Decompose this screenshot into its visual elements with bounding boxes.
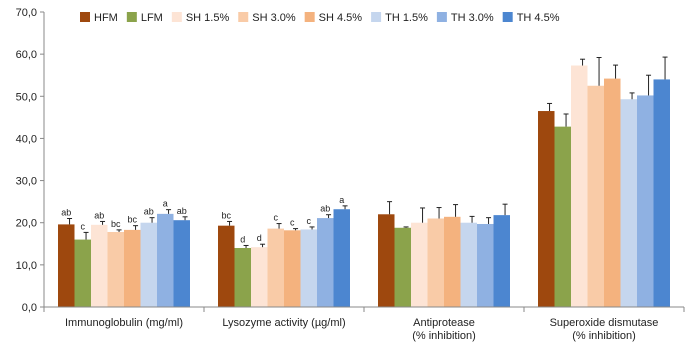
bar (234, 248, 251, 307)
legend-label: TH 4.5% (517, 12, 560, 24)
legend-label: LFM (141, 12, 163, 24)
y-tick-label: 30,0 (16, 176, 37, 188)
bar (157, 213, 174, 307)
y-tick-label: 70,0 (16, 7, 37, 19)
significance-label: ab (94, 210, 104, 220)
bar (620, 99, 637, 307)
bar (140, 222, 157, 307)
bar (477, 223, 494, 307)
bar (218, 225, 235, 307)
bar (378, 214, 395, 307)
y-tick-label: 60,0 (16, 49, 37, 61)
significance-label: d (240, 234, 245, 244)
bar (571, 65, 588, 308)
legend-label: HFM (94, 12, 118, 24)
significance-label: a (339, 195, 344, 205)
legend-item: LFM (126, 12, 163, 24)
legend-item: SH 1.5% (171, 12, 230, 24)
legend-item: HFM (80, 12, 118, 24)
y-tick-label: 20,0 (16, 218, 37, 230)
bar (251, 247, 268, 307)
legend-swatch (238, 12, 249, 22)
significance-label: d (257, 233, 262, 243)
legend-swatch (171, 12, 182, 22)
legend-swatch (371, 12, 382, 22)
significance-label: a (163, 199, 168, 209)
bar-group (538, 56, 670, 308)
bar (427, 218, 444, 307)
significance-label: bc (111, 219, 121, 229)
bar (538, 111, 555, 308)
legend-swatch (502, 12, 513, 22)
y-tick-label: 50,0 (16, 91, 37, 103)
bar (460, 222, 477, 307)
y-tick-label: 10,0 (16, 260, 37, 272)
bar (637, 95, 654, 307)
bar (91, 224, 108, 307)
bar-group (378, 201, 510, 307)
significance-label: ab (144, 207, 154, 217)
category-label: Lysozyme activity (µg/ml) (222, 317, 345, 329)
y-axis: 0,0 10,0 20,0 30,0 40,0 50,0 60,0 70,0 (16, 7, 45, 314)
significance-label: c (307, 216, 312, 226)
bar (444, 216, 461, 307)
legend-label: SH 3.0% (252, 12, 296, 24)
bar (74, 239, 91, 307)
bar (333, 209, 350, 307)
bar (107, 231, 124, 307)
significance-label: ab (177, 206, 187, 216)
legend-swatch (436, 12, 447, 22)
bar (394, 227, 411, 307)
bar (317, 218, 334, 307)
significance-label: c (81, 221, 86, 231)
bar (58, 224, 75, 307)
significance-label: c (290, 218, 295, 228)
bar (411, 222, 428, 307)
category-label: Superoxide dismutase (% inhibition) (550, 317, 659, 342)
legend-item: TH 3.0% (436, 12, 494, 24)
bar (267, 228, 284, 307)
y-tick-label: 0,0 (22, 302, 37, 314)
significance-label: ab (61, 208, 71, 218)
x-axis: Immunoglobulin (mg/ml) Lysozyme activity … (43, 306, 685, 342)
legend-item: SH 4.5% (304, 12, 363, 24)
bar (554, 126, 571, 307)
bar (587, 85, 604, 307)
bar (604, 78, 621, 307)
bar (653, 79, 670, 307)
legend-label: SH 4.5% (319, 12, 363, 24)
significance-label: bc (221, 210, 231, 220)
bar (493, 215, 510, 307)
bar (300, 229, 317, 307)
significance-label: ab (320, 204, 330, 214)
category-label: Antiprotease (% inhibition) (412, 317, 476, 342)
legend-item: TH 4.5% (502, 12, 560, 24)
category-label: Immunoglobulin (mg/ml) (65, 317, 183, 329)
significance-label: c (274, 213, 279, 223)
legend: HFM LFM SH 1.5% SH 3.0% SH 4.5% TH 1.5% TH 3.0… (80, 12, 560, 24)
y-tick-label: 40,0 (16, 133, 37, 145)
bar (284, 230, 301, 307)
legend-swatch (80, 12, 90, 22)
significance-label: bc (127, 215, 137, 225)
legend-label: TH 3.0% (451, 12, 494, 24)
legend-label: SH 1.5% (186, 12, 230, 24)
legend-item: SH 3.0% (238, 12, 296, 24)
bar (124, 229, 141, 307)
legend-item: TH 1.5% (371, 12, 428, 24)
bar (173, 220, 190, 307)
legend-swatch (126, 12, 137, 22)
legend-label: TH 1.5% (385, 12, 428, 24)
legend-swatch (304, 12, 315, 22)
